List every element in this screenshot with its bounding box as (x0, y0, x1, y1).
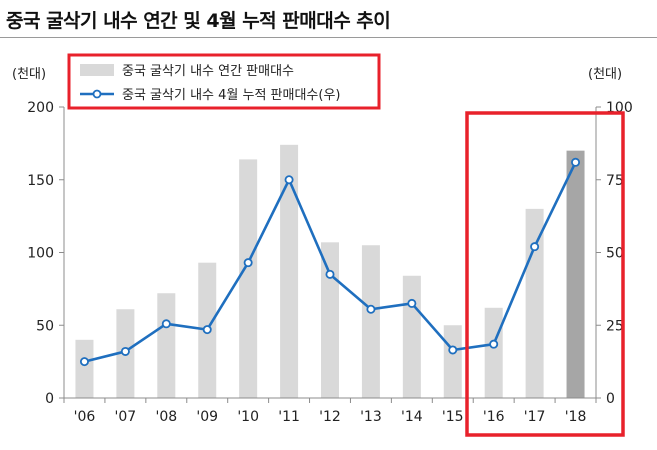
right-tick-label: 50 (606, 246, 624, 262)
line-point (161, 319, 171, 329)
bar (443, 325, 462, 398)
bar (361, 245, 380, 398)
line-point (120, 346, 130, 356)
x-tick-label: '10 (237, 409, 259, 425)
right-axis-unit: (천대) (588, 67, 622, 82)
legend-bar-label: 중국 굴삭기 내수 연간 판매대수 (122, 64, 294, 79)
legend-bar-swatch (80, 64, 114, 76)
bar (239, 159, 258, 398)
line-point (448, 345, 458, 355)
bar (321, 242, 339, 398)
line-point (202, 325, 212, 335)
line-point (571, 157, 581, 167)
line-layer (79, 157, 581, 367)
labels-layer: 0501001502000255075100'06'07'08'09'10'11… (27, 100, 632, 425)
left-tick-label: 150 (27, 173, 54, 189)
bar (280, 144, 299, 398)
line-point (79, 357, 89, 367)
bar (484, 307, 503, 398)
legend-line-marker (92, 89, 102, 99)
bar (157, 293, 176, 398)
title-divider (0, 37, 657, 38)
right-tick-label: 0 (606, 391, 615, 407)
line-point (243, 258, 253, 268)
left-tick-label: 0 (45, 391, 54, 407)
left-tick-label: 100 (27, 246, 54, 262)
bar (566, 150, 585, 398)
axes-layer (59, 106, 601, 403)
x-tick-label: '06 (74, 409, 96, 425)
chart-title: 중국 굴삭기 내수 연간 및 4월 누적 판매대수 추이 (6, 10, 391, 32)
x-tick-label: '16 (483, 409, 505, 425)
x-tick-label: '13 (360, 409, 382, 425)
x-tick-label: '12 (319, 409, 341, 425)
bar (525, 208, 544, 398)
left-tick-label: 50 (36, 318, 54, 334)
legend-line-label: 중국 굴삭기 내수 4월 누적 판매대수(우) (122, 88, 340, 103)
x-tick-label: '08 (155, 409, 177, 425)
line-point (407, 298, 417, 308)
right-tick-label: 75 (606, 173, 624, 189)
x-tick-label: '11 (278, 409, 300, 425)
legend: 중국 굴삭기 내수 연간 판매대수 중국 굴삭기 내수 4월 누적 판매대수(우… (67, 53, 381, 110)
x-tick-label: '09 (196, 409, 218, 425)
x-tick-label: '17 (524, 409, 546, 425)
x-tick-label: '18 (565, 409, 587, 425)
left-tick-label: 200 (27, 100, 54, 116)
line-point (530, 242, 540, 252)
left-axis-unit: (천대) (12, 67, 46, 82)
bar (75, 339, 94, 398)
line-point (325, 269, 335, 279)
bar (402, 275, 421, 398)
x-tick-label: '07 (115, 409, 137, 425)
right-tick-label: 25 (606, 318, 624, 334)
x-tick-label: '14 (401, 409, 423, 425)
line-point (366, 304, 376, 314)
x-tick-label: '15 (442, 409, 464, 425)
legend-highlight-box (67, 53, 381, 110)
line-point (489, 339, 499, 349)
line-point (284, 175, 294, 185)
highlight-box-2016-2018 (465, 111, 625, 437)
